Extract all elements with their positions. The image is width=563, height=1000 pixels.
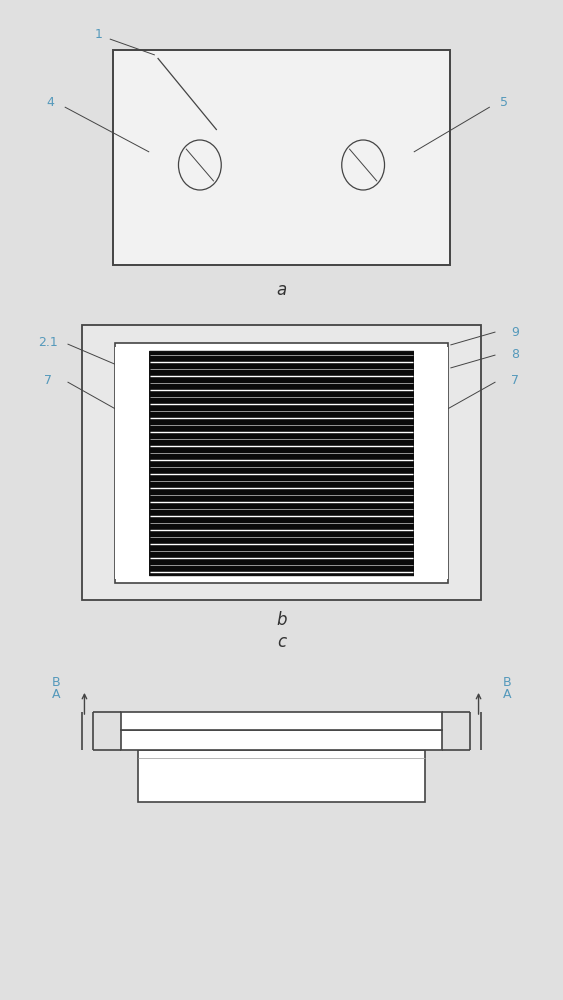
Text: 7: 7 (44, 373, 52, 386)
Text: B: B (502, 676, 511, 688)
Bar (82, 325, 481, 600)
Text: B: B (52, 676, 61, 688)
Bar (149, 351, 414, 575)
Text: 7: 7 (511, 373, 519, 386)
Text: 2.1: 2.1 (38, 336, 58, 349)
Text: 8: 8 (511, 349, 519, 361)
Text: c: c (277, 633, 286, 651)
Text: 9: 9 (511, 326, 519, 338)
Bar (138, 750, 425, 802)
Bar (115, 343, 448, 583)
Text: 1: 1 (95, 28, 102, 41)
Text: b: b (276, 611, 287, 629)
Bar (115, 347, 149, 579)
Text: a: a (276, 281, 287, 299)
Bar (121, 730, 442, 750)
Text: A: A (52, 688, 61, 702)
Ellipse shape (342, 140, 385, 190)
Bar (414, 347, 448, 579)
Text: A: A (502, 688, 511, 702)
Bar (121, 712, 442, 730)
Text: 5: 5 (500, 96, 508, 108)
Ellipse shape (178, 140, 221, 190)
Text: 4: 4 (47, 96, 55, 108)
Bar (113, 50, 450, 265)
